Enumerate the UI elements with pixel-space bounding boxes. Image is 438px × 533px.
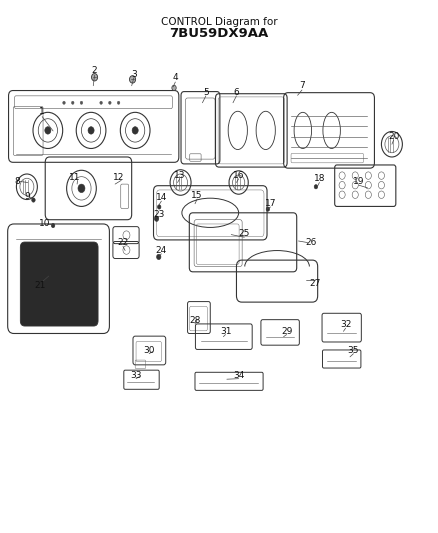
Text: 7: 7 [299,81,305,90]
Text: 23: 23 [153,210,164,219]
Circle shape [100,101,102,104]
Circle shape [78,184,85,192]
Circle shape [32,198,35,202]
Circle shape [51,223,55,228]
Circle shape [132,127,138,134]
Text: 24: 24 [156,246,167,255]
Circle shape [117,101,120,104]
Text: 26: 26 [305,238,316,247]
Circle shape [154,216,159,221]
Text: 13: 13 [174,171,185,180]
Circle shape [172,85,176,91]
Text: 15: 15 [191,191,203,200]
Text: 4: 4 [173,73,178,82]
Text: 31: 31 [220,327,231,336]
Text: 27: 27 [309,279,321,288]
Text: 10: 10 [39,220,50,229]
Text: 20: 20 [388,132,399,141]
Circle shape [80,101,83,104]
Text: 17: 17 [265,199,276,208]
Circle shape [314,184,318,189]
Circle shape [130,76,136,83]
Text: 28: 28 [189,316,201,325]
Text: 6: 6 [233,87,239,96]
Text: 25: 25 [239,229,250,238]
Text: 30: 30 [143,346,155,355]
Text: 5: 5 [203,87,209,96]
Text: 1: 1 [39,107,45,116]
Text: 35: 35 [348,346,359,355]
Text: 29: 29 [281,327,292,336]
Text: CONTROL Diagram for: CONTROL Diagram for [161,17,277,27]
Text: 22: 22 [117,238,129,247]
Text: 9: 9 [24,192,30,201]
Text: 7BU59DX9AA: 7BU59DX9AA [170,27,268,40]
Text: 18: 18 [314,174,325,183]
Text: 8: 8 [14,177,20,186]
Text: 32: 32 [340,320,351,329]
Text: 21: 21 [34,280,46,289]
Circle shape [45,127,51,134]
Circle shape [63,101,65,104]
Text: 2: 2 [92,67,97,75]
Circle shape [92,74,98,81]
Circle shape [88,127,94,134]
Text: 16: 16 [233,171,244,180]
Text: 11: 11 [69,173,81,182]
Text: 19: 19 [353,177,364,186]
FancyBboxPatch shape [20,242,98,326]
Circle shape [71,101,74,104]
Text: 33: 33 [130,371,142,380]
Text: 12: 12 [113,173,124,182]
Text: 3: 3 [131,70,137,78]
Text: 34: 34 [233,371,244,380]
Circle shape [109,101,111,104]
Circle shape [266,207,270,211]
Circle shape [157,205,161,209]
Circle shape [156,254,161,260]
Text: 14: 14 [155,193,167,202]
